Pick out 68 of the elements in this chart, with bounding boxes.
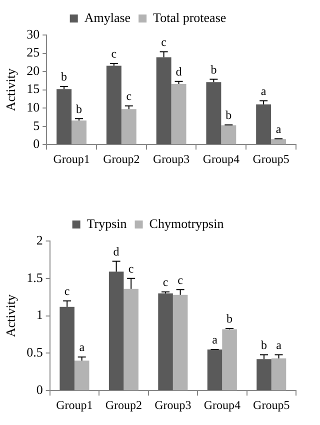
annotation: b [226,108,232,122]
annotation: a [276,122,282,136]
x-tick-label: Group3 [154,398,192,412]
bar [158,293,173,390]
bar [222,329,237,390]
y-tick-label: 10 [26,99,40,114]
bar [72,120,87,144]
legend-label: Trypsin [86,216,128,231]
annotation: c [161,34,166,49]
bar [207,349,222,390]
y-tick-label: 30 [26,26,40,42]
bar [256,104,272,144]
annotation: c [111,46,117,61]
y-tick-label: 5 [33,118,40,133]
annotation: c [162,275,168,290]
annotation: b [61,70,68,84]
x-tick-label: Group1 [53,152,90,166]
annotation: b [226,312,233,326]
y-tick-label: 15 [26,81,40,96]
x-tick-label: Group5 [253,398,290,412]
y-tick-label: 25 [26,44,40,60]
bar [108,272,124,390]
annotation: a [260,84,267,98]
annotation: b [210,62,217,76]
y-tick-label: 1 [36,307,43,322]
annotation: a [79,340,86,354]
annotation: d [113,244,120,258]
bar [74,360,90,390]
bar [121,109,136,144]
y-tick-label: 0.5 [26,344,43,360]
annotation: c [128,262,134,276]
bar [221,125,236,144]
bar [256,359,272,390]
legend-label: Amylase [84,10,131,25]
x-tick-label: Group5 [252,152,290,166]
annotation: a [276,338,282,352]
bar [56,89,72,144]
annotation: b [76,102,82,116]
legend-label: Chymotrypsin [149,216,224,231]
x-tick-label: Group4 [202,152,240,166]
y-tick-label: 0 [36,382,43,398]
y-axis-title: Activity [3,68,18,112]
annotation: c [64,284,70,298]
bar [60,306,74,390]
x-tick-label: Group1 [56,398,93,412]
y-tick-label: 20 [26,62,40,78]
bar [124,288,138,390]
legend-label: Total protease [153,10,226,25]
bar [206,82,222,144]
bar [156,57,172,144]
x-tick-label: Group4 [204,398,240,412]
annotation: d [176,64,182,79]
x-tick-label: Group2 [103,152,140,166]
bar [271,358,286,390]
y-tick-label: 0 [33,136,40,152]
annotation: c [126,89,132,104]
bar [271,139,286,144]
x-tick-label: Group3 [152,152,190,166]
y-axis-title: Activity [3,294,18,338]
bar [106,66,122,144]
x-tick-label: Group2 [105,398,142,412]
annotation: a [212,332,218,347]
bar [172,294,188,390]
annotation: c [178,272,183,287]
annotation: b [261,338,267,352]
bar [171,84,186,144]
y-tick-label: 1.5 [26,270,43,285]
y-tick-label: 2 [36,232,43,248]
